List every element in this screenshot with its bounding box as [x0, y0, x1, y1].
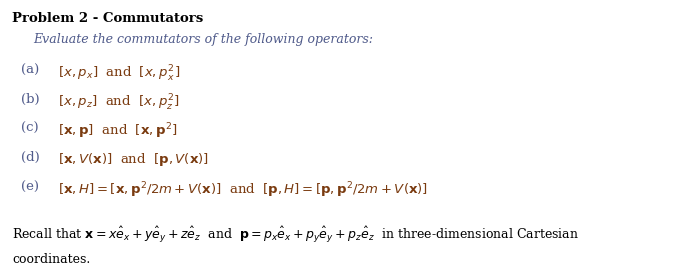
Text: $[\mathbf{x}, V(\mathbf{x})]$  and  $[\mathbf{p}, V(\mathbf{x})]$: $[\mathbf{x}, V(\mathbf{x})]$ and $[\mat… [58, 151, 209, 168]
Text: Evaluate the commutators of the following operators:: Evaluate the commutators of the followin… [33, 33, 373, 46]
Text: coordinates.: coordinates. [12, 253, 91, 266]
Text: $[x, p_x]$  and  $[x, p_x^2]$: $[x, p_x]$ and $[x, p_x^2]$ [58, 64, 181, 84]
Text: (b): (b) [21, 93, 39, 106]
Text: (d): (d) [21, 151, 39, 164]
Text: $[\mathbf{x}, \mathbf{p}]$  and  $[\mathbf{x}, \mathbf{p}^2]$: $[\mathbf{x}, \mathbf{p}]$ and $[\mathbf… [58, 121, 178, 141]
Text: (e): (e) [21, 181, 39, 194]
Text: (a): (a) [21, 64, 39, 77]
Text: Problem 2 - Commutators: Problem 2 - Commutators [12, 12, 204, 25]
Text: Recall that $\mathbf{x} = x\hat{e}_x + y\hat{e}_y + z\hat{e}_z$  and  $\mathbf{p: Recall that $\mathbf{x} = x\hat{e}_x + y… [12, 225, 579, 245]
Text: $[x, p_z]$  and  $[x, p_z^2]$: $[x, p_z]$ and $[x, p_z^2]$ [58, 93, 180, 113]
Text: $[\mathbf{x}, H] = [\mathbf{x}, \mathbf{p}^2/2m + V(\mathbf{x})]$  and  $[\mathb: $[\mathbf{x}, H] = [\mathbf{x}, \mathbf{… [58, 181, 429, 200]
Text: (c): (c) [21, 121, 39, 135]
